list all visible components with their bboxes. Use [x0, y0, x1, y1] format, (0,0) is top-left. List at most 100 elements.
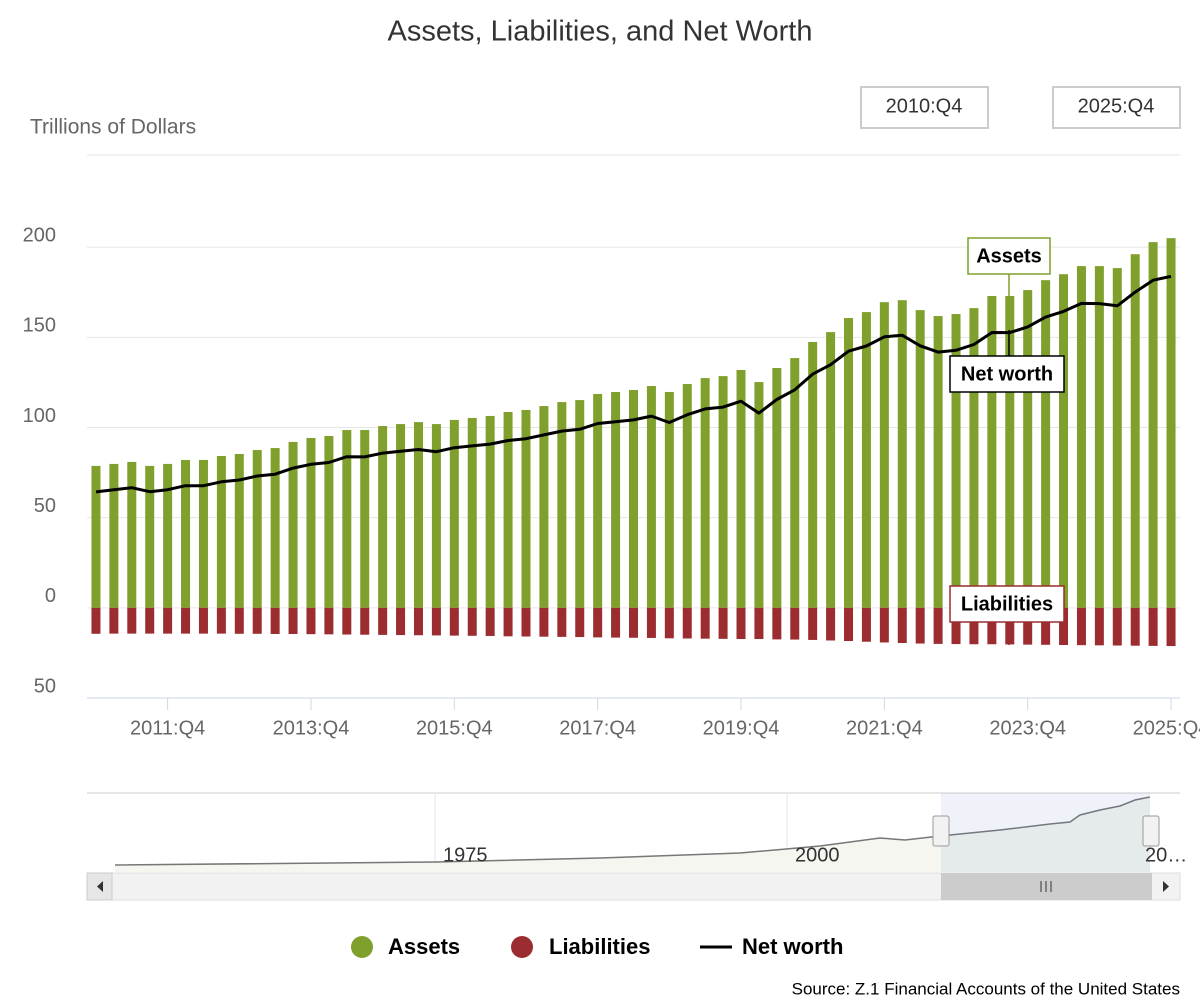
bar: [754, 607, 764, 640]
navigator-label: 20…: [1145, 844, 1187, 866]
bar: [1041, 280, 1051, 608]
navigator-area: [115, 797, 1150, 872]
range-to-input[interactable]: [1052, 86, 1181, 129]
annotation-label: Net worth: [961, 363, 1053, 385]
bar: [127, 461, 137, 608]
range-from[interactable]: 2010:Q4: [886, 95, 963, 117]
bar: [378, 607, 388, 635]
bar: [754, 382, 764, 608]
bar: [1130, 607, 1140, 646]
y-tick-label: 0: [45, 585, 56, 607]
bar: [700, 378, 710, 608]
bar: [1005, 607, 1015, 645]
bar: [826, 332, 836, 608]
bar: [449, 419, 459, 608]
bar: [181, 459, 191, 608]
bar: [1112, 268, 1122, 608]
navigator-handle[interactable]: [1142, 815, 1160, 847]
source: Source: Z.1 Financial Accounts of the Un…: [792, 979, 1180, 998]
bar: [826, 607, 836, 641]
bar: [861, 607, 871, 642]
navigator-mask[interactable]: [941, 793, 1150, 872]
navigator: 1975 2000 20…: [86, 792, 1187, 901]
bar: [1059, 607, 1069, 645]
bar: [521, 410, 531, 608]
range-to[interactable]: 2025:Q4: [1078, 95, 1155, 117]
bar: [1023, 607, 1033, 645]
bar: [879, 607, 889, 643]
bar: [396, 424, 406, 608]
navigator-label: 1975: [443, 844, 488, 866]
bar: [700, 607, 710, 639]
bar: [145, 607, 155, 634]
bar: [736, 369, 746, 608]
legend-label[interactable]: Net worth: [742, 934, 843, 959]
bar: [987, 607, 997, 645]
annotation-box: [967, 237, 1051, 275]
bar: [181, 607, 191, 634]
bar: [879, 302, 889, 608]
legend-symbol[interactable]: [511, 936, 533, 958]
bar: [646, 607, 656, 638]
bar: [342, 607, 352, 635]
bar: [1130, 254, 1140, 608]
bar: [897, 300, 907, 608]
bar: [216, 607, 226, 634]
bar: [324, 435, 334, 608]
legend-label[interactable]: Assets: [388, 934, 460, 959]
x-tick-label: 2011:Q4: [130, 717, 205, 739]
bar: [557, 402, 567, 608]
bar: [1094, 607, 1104, 646]
bar: [808, 342, 818, 608]
y-tick-label: 150: [23, 315, 56, 337]
bar: [593, 607, 603, 638]
bar: [844, 607, 854, 642]
bar: [1166, 238, 1176, 608]
bar: [951, 314, 961, 608]
bar: [1112, 607, 1122, 646]
bar: [234, 607, 244, 634]
bar: [1076, 607, 1086, 646]
bar: [288, 607, 298, 634]
bar: [987, 296, 997, 608]
y-tick-label: 100: [23, 405, 56, 427]
x-tick-label: 2019:Q4: [703, 717, 780, 739]
plot: 50 0 50 100 150 200 2011:Q4 2013:Q4 2015:Q4 2017:…: [23, 224, 1200, 739]
bar: [91, 465, 101, 608]
x-tick-label: 2015:Q4: [416, 717, 493, 739]
bar: [664, 391, 674, 608]
bar: [790, 607, 800, 640]
legend-symbol[interactable]: [351, 936, 373, 958]
bar: [270, 607, 280, 634]
bar: [575, 607, 585, 638]
bar: [772, 607, 782, 640]
bar: [575, 400, 585, 608]
x-tick-label: 2017:Q4: [559, 717, 636, 739]
bar: [557, 607, 567, 637]
y-tick-label: 50: [34, 675, 56, 697]
y-tick-label: 200: [23, 224, 56, 246]
range-from-input[interactable]: [860, 86, 989, 129]
bar: [682, 607, 692, 639]
bar: [539, 607, 549, 637]
bar: [1005, 296, 1015, 608]
bar: [861, 312, 871, 608]
bar: [1041, 607, 1051, 645]
bar: [646, 386, 656, 608]
annotation-label: Liabilities: [961, 593, 1053, 615]
bar: [664, 607, 674, 639]
legend-label[interactable]: Liabilities: [549, 934, 650, 959]
bar: [969, 308, 979, 608]
chart-title: Assets, Liabilities, and Net Worth: [388, 16, 813, 48]
bar: [933, 607, 943, 644]
bar: [342, 430, 352, 608]
x-tick-label: 2025:Q4: [1133, 717, 1200, 739]
bar: [163, 463, 173, 608]
scroll-left[interactable]: [86, 872, 113, 901]
bar: [951, 607, 961, 645]
bar: [198, 607, 208, 634]
bar: [897, 607, 907, 643]
bar: [216, 455, 226, 608]
navigator-handle[interactable]: [932, 815, 950, 847]
